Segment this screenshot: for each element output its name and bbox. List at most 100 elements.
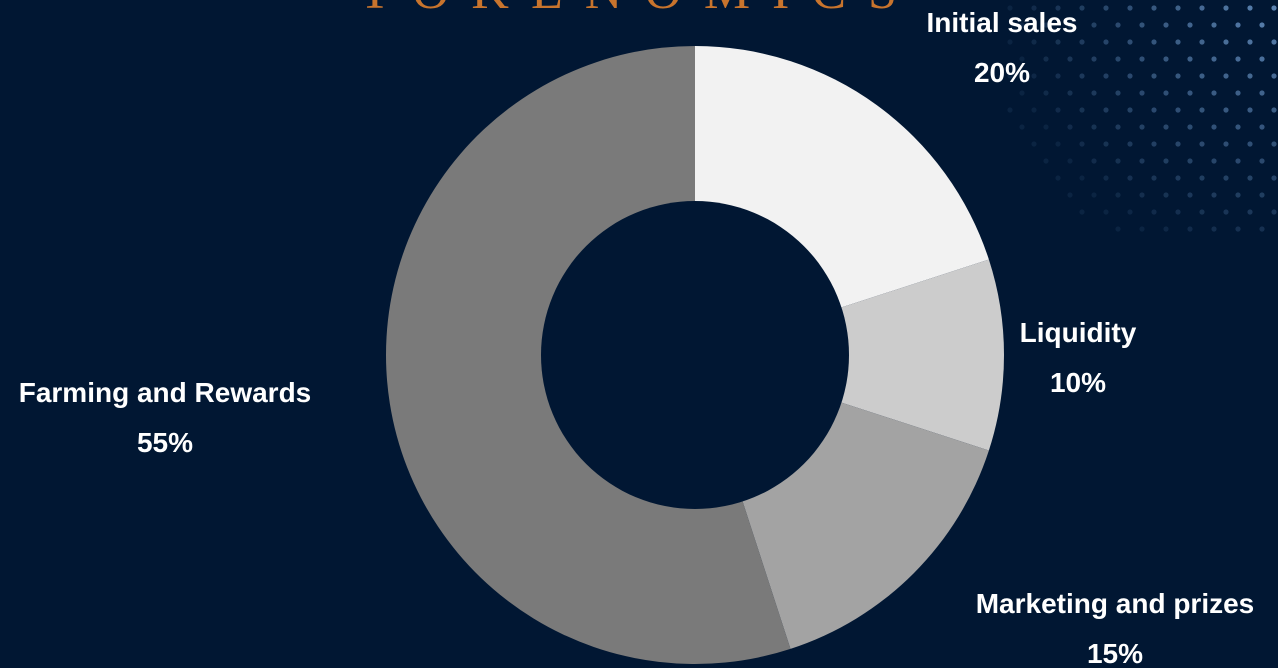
decorative-dot	[1055, 141, 1061, 147]
decorative-dot	[1271, 73, 1277, 79]
decorative-dot	[1163, 124, 1169, 130]
chart-labels: Initial sales 20% Liquidity 10% Marketing an…	[19, 7, 1255, 668]
decorative-dot	[1091, 22, 1097, 28]
decorative-dot	[1271, 209, 1277, 215]
decorative-dot	[1223, 107, 1229, 113]
decorative-dot	[1235, 226, 1241, 232]
decorative-dot	[1043, 56, 1049, 62]
decorative-dot	[1259, 56, 1265, 62]
decorative-dot	[1235, 56, 1241, 62]
decorative-dot	[1127, 5, 1133, 11]
pie-slice-liquidity	[695, 259, 1004, 451]
decorative-dot	[1043, 124, 1049, 130]
decorative-dot	[1091, 192, 1097, 198]
decorative-dot	[1067, 158, 1073, 164]
decorative-dot-pattern	[1007, 5, 1277, 232]
decorative-dot	[1091, 158, 1097, 164]
decorative-dot	[1079, 39, 1085, 45]
decorative-dot	[1187, 90, 1193, 96]
decorative-dot	[1211, 22, 1217, 28]
decorative-dot	[1271, 141, 1277, 147]
decorative-dot	[1235, 90, 1241, 96]
decorative-dot	[1151, 141, 1157, 147]
decorative-dot	[1031, 107, 1037, 113]
decorative-dot	[1271, 39, 1277, 45]
decorative-dot	[1223, 39, 1229, 45]
decorative-dot	[1187, 56, 1193, 62]
decorative-dot	[1163, 158, 1169, 164]
decorative-dot	[1103, 209, 1109, 215]
decorative-dot	[1211, 56, 1217, 62]
decorative-dot	[1055, 39, 1061, 45]
decorative-dot	[1211, 226, 1217, 232]
decorative-dot	[1127, 73, 1133, 79]
decorative-dot	[1031, 5, 1037, 11]
slice-label: Liquidity	[1020, 317, 1137, 348]
decorative-dot	[1007, 107, 1013, 113]
decorative-dot	[1259, 192, 1265, 198]
decorative-dot	[1139, 22, 1145, 28]
decorative-dot	[1127, 175, 1133, 181]
decorative-dot	[1091, 90, 1097, 96]
donut-hole	[541, 201, 849, 509]
decorative-dot	[1151, 5, 1157, 11]
decorative-dot	[1115, 226, 1121, 232]
decorative-dot	[1235, 124, 1241, 130]
decorative-dot	[1163, 226, 1169, 232]
decorative-dot	[1151, 107, 1157, 113]
decorative-dot	[1151, 73, 1157, 79]
decorative-dot	[1139, 226, 1145, 232]
decorative-dot	[1139, 90, 1145, 96]
decorative-dot	[1175, 5, 1181, 11]
decorative-dot	[1103, 141, 1109, 147]
decorative-dot	[1199, 107, 1205, 113]
decorative-dot	[1199, 73, 1205, 79]
decorative-dot	[1259, 90, 1265, 96]
decorative-dot	[1247, 209, 1253, 215]
decorative-dot	[1115, 158, 1121, 164]
decorative-dot	[1139, 124, 1145, 130]
page-title: TOKENOMICS	[0, 0, 1278, 21]
decorative-dot	[1175, 39, 1181, 45]
decorative-dot	[1259, 124, 1265, 130]
decorative-dot	[1259, 158, 1265, 164]
decorative-dot	[1163, 192, 1169, 198]
decorative-dot	[1175, 141, 1181, 147]
decorative-dot	[1151, 175, 1157, 181]
decorative-dot	[1187, 22, 1193, 28]
decorative-dot	[1139, 158, 1145, 164]
slice-label: Farming and Rewards	[19, 377, 312, 408]
decorative-dot	[1007, 39, 1013, 45]
decorative-dot	[1043, 22, 1049, 28]
decorative-dot	[1067, 56, 1073, 62]
decorative-dot	[1151, 209, 1157, 215]
decorative-dot	[1079, 209, 1085, 215]
decorative-dot	[1187, 192, 1193, 198]
decorative-dot	[1031, 73, 1037, 79]
decorative-dot	[1103, 175, 1109, 181]
decorative-dot	[1271, 107, 1277, 113]
decorative-dot	[1067, 192, 1073, 198]
decorative-dot	[1235, 22, 1241, 28]
decorative-dot	[1223, 141, 1229, 147]
decorative-dot	[1235, 192, 1241, 198]
decorative-dot	[1175, 209, 1181, 215]
decorative-dot	[1007, 5, 1013, 11]
decorative-dot	[1223, 73, 1229, 79]
decorative-dot	[1163, 56, 1169, 62]
decorative-dot	[1139, 56, 1145, 62]
decorative-dot	[1127, 209, 1133, 215]
decorative-dot	[1211, 90, 1217, 96]
decorative-dot	[1055, 107, 1061, 113]
decorative-dot	[1067, 124, 1073, 130]
decorative-dot	[1103, 107, 1109, 113]
decorative-dot	[1127, 141, 1133, 147]
decorative-dot	[1103, 39, 1109, 45]
decorative-dot	[1247, 141, 1253, 147]
decorative-dot	[1151, 39, 1157, 45]
decorative-dot	[1127, 107, 1133, 113]
decorative-dot	[1199, 5, 1205, 11]
decorative-dot	[1199, 39, 1205, 45]
decorative-dot	[1043, 90, 1049, 96]
